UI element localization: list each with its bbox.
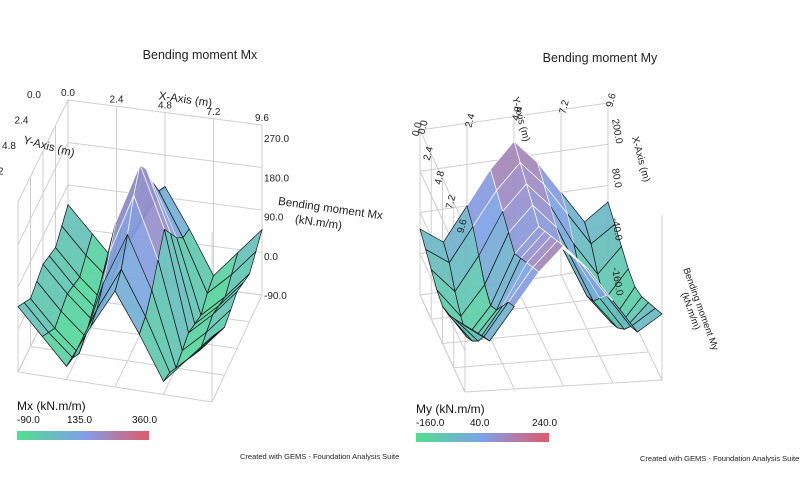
mx-floor-line	[17, 371, 213, 403]
mx-wall-line	[67, 142, 263, 168]
mx-y-tick-label: 7.2	[0, 167, 4, 178]
mx-surface-patch	[187, 331, 219, 360]
my-colorbar	[416, 433, 549, 442]
mx-x-tick-label: 2.4	[110, 94, 124, 105]
mx-z-tick-label: 90.0	[264, 213, 284, 224]
my-colorbar-tick-max: 240.0	[532, 418, 558, 429]
my-x-tick-label: 9.6	[604, 92, 618, 109]
my-chart-title: Bending moment My	[542, 51, 658, 65]
mx-z-tick-label: 180.0	[264, 173, 289, 184]
mx-y-tick-label: 0.0	[27, 90, 41, 101]
mx-colorbar-label: Mx (kN.m/m)	[17, 399, 86, 413]
my-surface-plot[interactable]: 0.0 2.4 4.8 7.2 9.6 0.0 2.4 4.8 7.2 9.6 -160.0 -40.…	[400, 0, 800, 500]
my-colorbar-tick-min: -160.0	[416, 418, 445, 429]
my-y-tick-label: 0.0	[410, 121, 424, 138]
my-x-axis-title: X-Axis (m)	[629, 135, 652, 183]
my-wall-line	[419, 102, 609, 131]
mx-colorbar-tick-mid: 135.0	[67, 415, 93, 426]
my-wall-line	[419, 294, 466, 393]
mx-x-tick-label: 9.6	[255, 113, 269, 124]
mx-z-tick-label: 0.0	[264, 252, 278, 263]
mx-wall-line	[67, 99, 263, 126]
my-credit-text: Created with GEMS - Foundation Analysis …	[640, 454, 800, 463]
my-floor-line	[464, 379, 663, 393]
mx-x-tick-label: 7.2	[207, 107, 221, 118]
my-floor-line	[560, 274, 614, 384]
my-z-tick-label: 80.0	[609, 168, 623, 190]
my-y-tick-label: 2.4	[422, 145, 436, 162]
my-colorbar-ticks: -160.0 40.0 240.0	[416, 418, 566, 430]
my-y-tick-label: 7.2	[444, 194, 458, 211]
mx-floor-line	[211, 294, 263, 403]
my-x-tick-label: 4.8	[510, 105, 524, 122]
mx-colorbar-tick-min: -90.0	[17, 415, 40, 426]
my-z-tick-label: -40.0	[609, 217, 624, 242]
mx-colorbar-ticks: -90.0 135.0 360.0	[17, 415, 157, 427]
my-z-tick-label: -160.0	[609, 267, 625, 297]
my-y-tick-label: 9.6	[455, 218, 469, 235]
mx-x-tick-label: 0.0	[61, 88, 75, 99]
my-x-tick-label: 0.0	[416, 119, 430, 136]
mx-wall-line	[17, 184, 69, 288]
mx-colorbar	[17, 431, 149, 440]
my-colorbar-label: My (kN.m/m)	[416, 402, 485, 416]
my-floor-line	[453, 351, 649, 369]
mx-x-tick-label: 4.8	[158, 101, 172, 112]
mx-colorbar-tick-max: 360.0	[132, 415, 158, 426]
my-chart-panel: Bending moment My 0.0 2.4 4.8 7.2 9.6 0.0 2.4 4…	[400, 0, 800, 500]
mx-surface-plot[interactable]: 0.02.44.87.29.60.02.44.87.29.6-90.00.090…	[0, 0, 400, 500]
my-x-tick-label: 7.2	[557, 99, 571, 116]
mx-y-tick-label: 4.8	[2, 141, 16, 152]
mx-z-tick-label: -90.0	[264, 291, 287, 302]
my-z-tick-label: 200.0	[609, 118, 624, 145]
my-surface	[419, 140, 663, 342]
mx-chart-panel: Bending moment Mx 0.0 2.4 4.8 7.2 9.6 0.0 2.4 4…	[0, 0, 400, 500]
mx-surface	[17, 163, 263, 383]
mx-z-axis-title-unit: (kN.m/m)	[294, 214, 343, 232]
my-wall-line	[419, 129, 466, 228]
mx-y-tick-label: 2.4	[15, 116, 29, 127]
mx-wall-line	[17, 99, 69, 203]
my-surface-patch	[459, 321, 490, 342]
mx-chart-title: Bending moment Mx	[142, 48, 258, 62]
mx-credit-text: Created with GEMS - Foundation Analysis …	[240, 452, 400, 461]
my-colorbar-tick-mid: 40.0	[470, 418, 490, 429]
my-x-tick-label: 2.4	[463, 112, 477, 129]
mx-z-tick-label: 270.0	[264, 134, 289, 145]
mx-wall-line	[17, 142, 69, 245]
my-y-tick-label: 4.8	[433, 169, 447, 186]
